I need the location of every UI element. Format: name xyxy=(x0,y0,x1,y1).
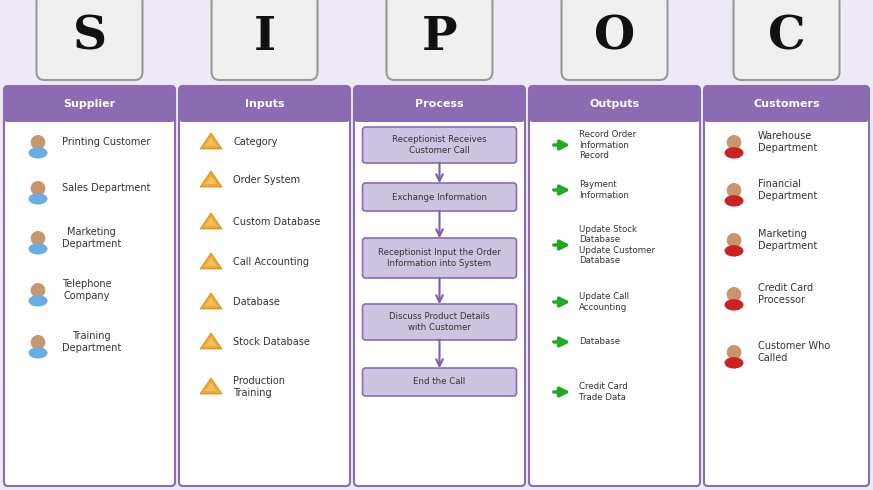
Text: Printing Customer: Printing Customer xyxy=(62,137,150,147)
Circle shape xyxy=(31,284,45,297)
FancyBboxPatch shape xyxy=(362,304,517,340)
Text: Database: Database xyxy=(233,297,280,307)
Circle shape xyxy=(727,184,740,197)
Ellipse shape xyxy=(725,357,744,368)
Text: Order System: Order System xyxy=(233,175,300,185)
Text: Financial
Department: Financial Department xyxy=(758,179,817,201)
Text: Process: Process xyxy=(416,99,464,109)
Text: Category: Category xyxy=(233,137,278,147)
Polygon shape xyxy=(205,258,217,266)
Bar xyxy=(533,104,696,118)
Polygon shape xyxy=(205,138,217,146)
Text: O: O xyxy=(594,14,635,60)
Polygon shape xyxy=(205,383,217,391)
Polygon shape xyxy=(200,333,222,349)
Text: Outputs: Outputs xyxy=(589,99,640,109)
Circle shape xyxy=(31,336,45,349)
Circle shape xyxy=(727,136,740,149)
Polygon shape xyxy=(205,218,217,226)
FancyBboxPatch shape xyxy=(354,86,525,486)
Bar xyxy=(358,104,521,118)
Text: P: P xyxy=(422,14,457,60)
FancyBboxPatch shape xyxy=(37,0,142,80)
FancyBboxPatch shape xyxy=(733,0,840,80)
Text: Update Call
Accounting: Update Call Accounting xyxy=(579,293,629,312)
Ellipse shape xyxy=(29,147,47,159)
Circle shape xyxy=(727,346,740,359)
Polygon shape xyxy=(200,133,222,149)
Text: Receptionist Input the Order
Information into System: Receptionist Input the Order Information… xyxy=(378,248,501,268)
Ellipse shape xyxy=(725,147,744,159)
Polygon shape xyxy=(200,253,222,269)
FancyBboxPatch shape xyxy=(362,238,517,278)
Text: I: I xyxy=(253,14,276,60)
Text: Credit Card
Trade Data: Credit Card Trade Data xyxy=(579,382,628,402)
FancyBboxPatch shape xyxy=(704,86,869,486)
FancyBboxPatch shape xyxy=(354,86,525,122)
FancyBboxPatch shape xyxy=(4,86,175,486)
Text: Payment
Information: Payment Information xyxy=(579,180,629,200)
Ellipse shape xyxy=(29,295,47,307)
Polygon shape xyxy=(205,176,217,184)
FancyBboxPatch shape xyxy=(387,0,492,80)
FancyBboxPatch shape xyxy=(529,86,700,122)
Text: Supplier: Supplier xyxy=(64,99,115,109)
Ellipse shape xyxy=(725,245,744,257)
Bar xyxy=(183,104,346,118)
Ellipse shape xyxy=(29,243,47,254)
Bar xyxy=(708,104,865,118)
FancyBboxPatch shape xyxy=(4,86,175,122)
Circle shape xyxy=(31,136,45,149)
FancyBboxPatch shape xyxy=(362,183,517,211)
Circle shape xyxy=(727,234,740,247)
Text: Sales Department: Sales Department xyxy=(62,183,150,193)
FancyBboxPatch shape xyxy=(529,86,700,486)
Text: Marketing
Department: Marketing Department xyxy=(758,229,817,251)
Bar xyxy=(8,104,171,118)
Polygon shape xyxy=(205,338,217,346)
Polygon shape xyxy=(200,293,222,309)
Text: Receptionist Receives
Customer Call: Receptionist Receives Customer Call xyxy=(392,135,487,155)
Circle shape xyxy=(31,232,45,245)
FancyBboxPatch shape xyxy=(179,86,350,122)
Text: Training
Department: Training Department xyxy=(62,331,121,353)
Text: Discuss Product Details
with Customer: Discuss Product Details with Customer xyxy=(389,312,490,332)
Ellipse shape xyxy=(725,195,744,207)
Ellipse shape xyxy=(725,299,744,311)
FancyBboxPatch shape xyxy=(362,368,517,396)
Polygon shape xyxy=(200,378,222,394)
Text: Update Stock
Database
Update Customer
Database: Update Stock Database Update Customer Da… xyxy=(579,225,655,265)
Text: S: S xyxy=(72,14,107,60)
Text: Record Order
Information
Record: Record Order Information Record xyxy=(579,130,636,160)
Text: Customer Who
Called: Customer Who Called xyxy=(758,341,830,363)
Text: Exchange Information: Exchange Information xyxy=(392,193,487,201)
FancyBboxPatch shape xyxy=(704,86,869,122)
Text: Database: Database xyxy=(579,338,620,346)
Text: Inputs: Inputs xyxy=(244,99,285,109)
Text: Customers: Customers xyxy=(753,99,820,109)
Text: Telephone
Company: Telephone Company xyxy=(62,279,112,301)
Text: Marketing
Department: Marketing Department xyxy=(62,227,121,249)
Polygon shape xyxy=(200,171,222,187)
Text: Stock Database: Stock Database xyxy=(233,337,310,347)
Ellipse shape xyxy=(29,193,47,204)
FancyBboxPatch shape xyxy=(179,86,350,486)
Text: Call Accounting: Call Accounting xyxy=(233,257,309,267)
Text: Credit Card
Processor: Credit Card Processor xyxy=(758,283,813,305)
FancyBboxPatch shape xyxy=(211,0,318,80)
Text: End the Call: End the Call xyxy=(414,377,465,387)
FancyBboxPatch shape xyxy=(561,0,668,80)
Polygon shape xyxy=(200,213,222,229)
Circle shape xyxy=(727,288,740,301)
Text: Custom Database: Custom Database xyxy=(233,217,320,227)
Polygon shape xyxy=(205,298,217,306)
Circle shape xyxy=(31,182,45,195)
Text: C: C xyxy=(767,14,805,60)
Ellipse shape xyxy=(29,347,47,359)
FancyBboxPatch shape xyxy=(362,127,517,163)
Text: Warehouse
Department: Warehouse Department xyxy=(758,131,817,153)
Text: Production
Training: Production Training xyxy=(233,376,285,398)
